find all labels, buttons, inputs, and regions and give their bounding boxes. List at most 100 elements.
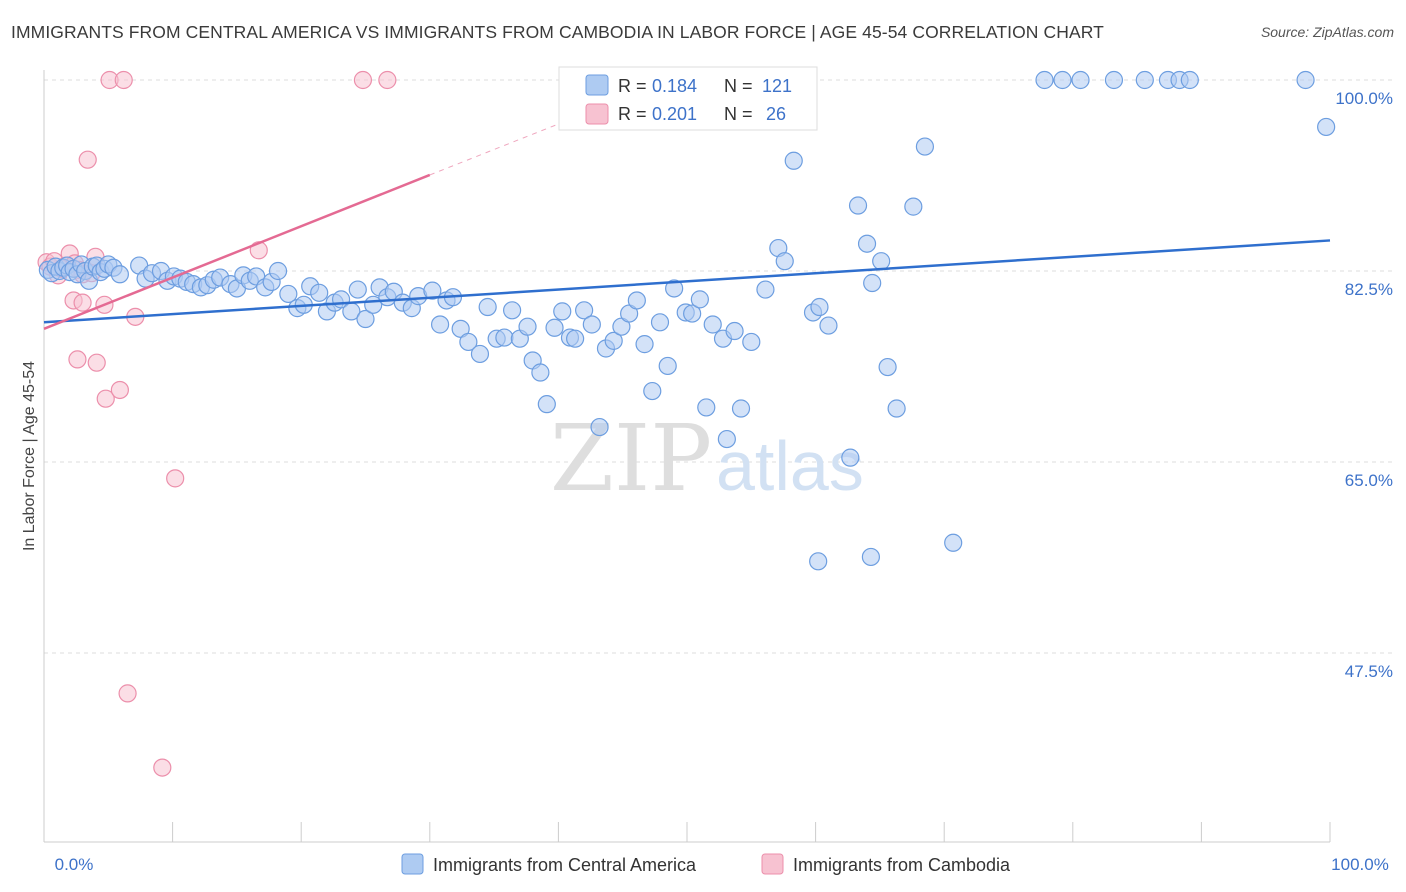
point-central-america: [478, 297, 497, 317]
point-central-america: [110, 265, 129, 284]
point-central-america: [861, 547, 880, 567]
point-central-america: [1135, 70, 1154, 90]
point-central-america: [470, 344, 490, 364]
point-cambodia: [166, 469, 185, 488]
point-central-america: [819, 316, 838, 335]
point-central-america: [878, 357, 897, 377]
point-central-america: [717, 429, 736, 449]
trend-line-central-america: [43, 239, 1331, 324]
point-cambodia: [73, 293, 92, 312]
grid-lines: [44, 79, 1395, 654]
point-central-america: [495, 328, 514, 347]
point-central-america: [848, 196, 868, 215]
y-axis-title: In Labor Force | Age 45-54: [21, 361, 38, 551]
point-central-america: [857, 234, 877, 253]
point-cambodia: [78, 150, 97, 169]
point-central-america: [268, 261, 288, 281]
point-central-america: [841, 448, 860, 467]
y-tick-label: 82.5%: [1345, 280, 1393, 299]
point-central-america: [604, 331, 623, 350]
point-cambodia: [87, 353, 106, 372]
point-central-america: [809, 552, 828, 571]
point-central-america: [863, 273, 882, 293]
stats-legend: R = 0.184 N = 121 R = 0.201 N = 26: [558, 66, 818, 131]
point-central-america: [553, 302, 572, 321]
series-legend: Immigrants from Central America Immigran…: [401, 853, 1011, 875]
legend-r-label-2: R =: [618, 104, 647, 124]
watermark-atlas: atlas: [716, 427, 864, 505]
point-central-america: [731, 399, 751, 418]
chart-title: IMMIGRANTS FROM CENTRAL AMERICA VS IMMIG…: [11, 22, 1104, 42]
point-central-america: [627, 291, 646, 310]
bottom-legend-label-cambodia: Immigrants from Cambodia: [793, 855, 1011, 875]
series-cambodia-points: [37, 70, 397, 777]
x-tick-label-min: 0.0%: [55, 855, 94, 874]
x-tick-label-max: 100.0%: [1331, 855, 1389, 874]
point-central-america: [423, 281, 442, 300]
bottom-legend-swatch-central-america: [401, 853, 424, 875]
point-central-america: [915, 137, 935, 156]
point-central-america: [310, 283, 329, 302]
point-central-america: [348, 280, 367, 299]
point-central-america: [279, 284, 298, 304]
y-tick-label: 65.0%: [1345, 471, 1393, 490]
legend-r-value-2: 0.201: [652, 104, 697, 124]
legend-swatch-central-america: [585, 74, 609, 96]
point-cambodia: [378, 70, 397, 90]
point-cambodia: [114, 70, 133, 90]
point-cambodia: [118, 684, 137, 703]
point-central-america: [1035, 70, 1054, 90]
y-tick-labels: 47.5% 65.0% 82.5% 100.0%: [1335, 89, 1393, 681]
point-central-america: [643, 381, 662, 401]
point-central-america: [650, 313, 670, 332]
y-tick-label: 100.0%: [1335, 89, 1393, 108]
point-central-america: [566, 329, 585, 348]
point-central-america: [518, 317, 537, 336]
point-central-america: [503, 301, 522, 320]
point-central-america: [582, 315, 601, 334]
point-cambodia: [110, 380, 129, 400]
point-central-america: [1296, 70, 1315, 90]
legend-n-label-1: N =: [724, 76, 753, 96]
bottom-legend-swatch-cambodia: [761, 853, 784, 875]
legend-r-label-1: R =: [618, 76, 647, 96]
point-central-america: [1180, 70, 1199, 90]
point-central-america: [703, 315, 722, 334]
point-central-america: [537, 395, 556, 414]
point-cambodia: [153, 758, 172, 777]
point-central-america: [810, 297, 829, 317]
point-cambodia: [353, 70, 373, 90]
legend-r-value-1: 0.184: [652, 76, 697, 96]
series-central-america-points: [38, 70, 1336, 571]
point-central-america: [944, 533, 963, 552]
watermark-zip: ZIP: [550, 405, 712, 512]
point-central-america: [683, 304, 702, 323]
x-tick-marks: [43, 822, 1331, 842]
point-central-america: [1317, 117, 1336, 137]
point-central-america: [531, 363, 550, 382]
point-central-america: [459, 332, 478, 352]
point-central-america: [1053, 70, 1072, 90]
point-central-america: [430, 315, 450, 334]
point-cambodia: [96, 389, 115, 408]
point-central-america: [784, 151, 803, 170]
point-central-america: [545, 318, 564, 337]
legend-swatch-cambodia: [585, 103, 609, 125]
point-central-america: [635, 335, 654, 354]
legend-n-value-1: 121: [762, 76, 792, 96]
point-central-america: [575, 301, 594, 320]
point-central-america: [775, 252, 794, 271]
point-central-america: [697, 398, 716, 417]
point-central-america: [756, 280, 775, 299]
point-cambodia: [68, 350, 87, 369]
point-central-america: [1104, 70, 1124, 90]
point-central-america: [725, 321, 744, 341]
watermark: ZIP atlas: [550, 405, 864, 512]
point-central-america: [904, 197, 923, 216]
point-central-america: [742, 332, 761, 352]
trend-line-cambodia: [43, 173, 431, 331]
point-central-america: [356, 309, 375, 329]
point-central-america: [690, 290, 709, 309]
point-central-america: [658, 356, 677, 376]
